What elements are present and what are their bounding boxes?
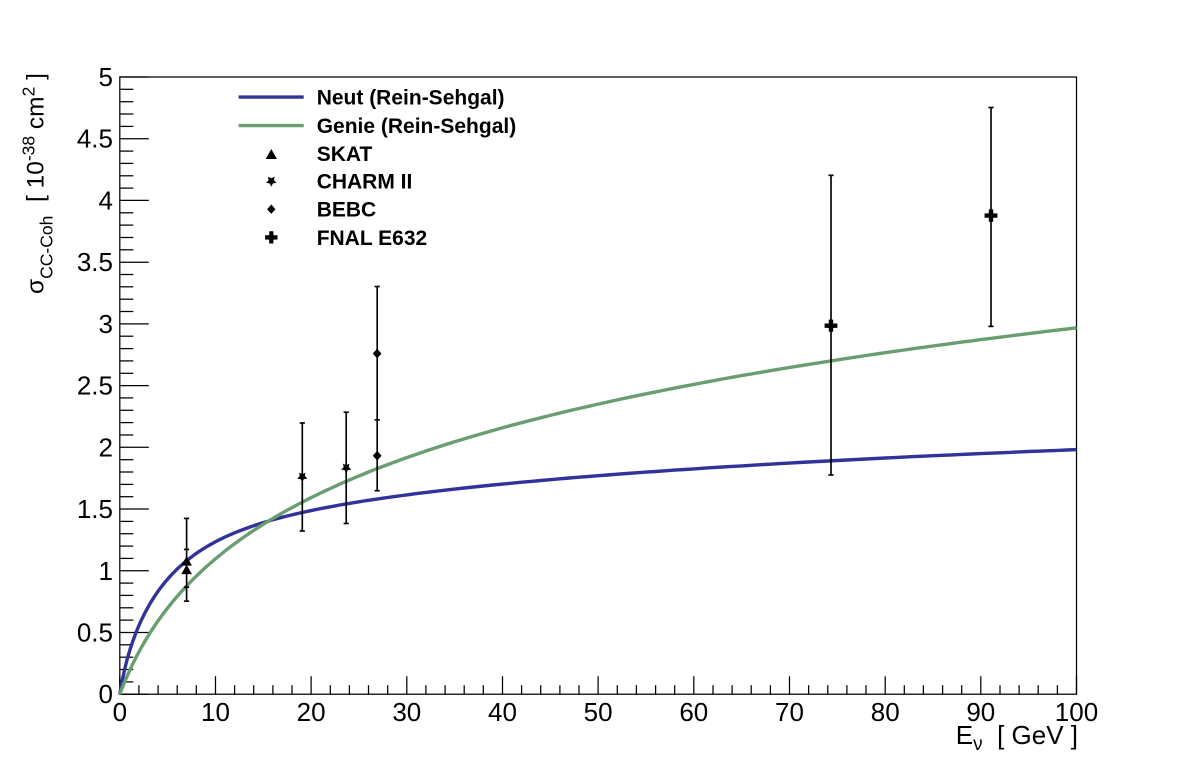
svg-text:SKAT: SKAT xyxy=(317,143,373,166)
svg-text:0: 0 xyxy=(113,697,127,727)
svg-text:50: 50 xyxy=(584,697,613,727)
svg-text:20: 20 xyxy=(297,697,326,727)
svg-text:0: 0 xyxy=(99,679,113,709)
svg-text:60: 60 xyxy=(679,697,708,727)
svg-text:70: 70 xyxy=(775,697,804,727)
svg-text:5: 5 xyxy=(99,62,113,92)
svg-text:90: 90 xyxy=(966,697,995,727)
svg-text:3.5: 3.5 xyxy=(77,247,113,277)
svg-text:Genie (Rein-Sehgal): Genie (Rein-Sehgal) xyxy=(317,115,517,138)
svg-text:CHARM II: CHARM II xyxy=(317,171,413,194)
svg-text:FNAL E632: FNAL E632 xyxy=(317,227,428,250)
svg-text:40: 40 xyxy=(488,697,517,727)
svg-text:1: 1 xyxy=(99,556,113,586)
svg-text:σCC-Coh [ 10-38 cm2 ]: σCC-Coh [ 10-38 cm2 ] xyxy=(19,73,57,294)
svg-text:1.5: 1.5 xyxy=(77,494,113,524)
svg-text:3: 3 xyxy=(99,309,113,339)
svg-text:30: 30 xyxy=(392,697,421,727)
svg-text:Neut (Rein-Sehgal): Neut (Rein-Sehgal) xyxy=(317,87,505,110)
svg-text:100: 100 xyxy=(1055,697,1098,727)
svg-text:2.5: 2.5 xyxy=(77,371,113,401)
svg-text:4.5: 4.5 xyxy=(77,124,113,154)
svg-text:10: 10 xyxy=(201,697,230,727)
svg-text:0.5: 0.5 xyxy=(77,618,113,648)
svg-text:BEBC: BEBC xyxy=(317,199,377,222)
svg-text:80: 80 xyxy=(871,697,900,727)
svg-text:4: 4 xyxy=(99,185,113,215)
svg-text:2: 2 xyxy=(99,432,113,462)
